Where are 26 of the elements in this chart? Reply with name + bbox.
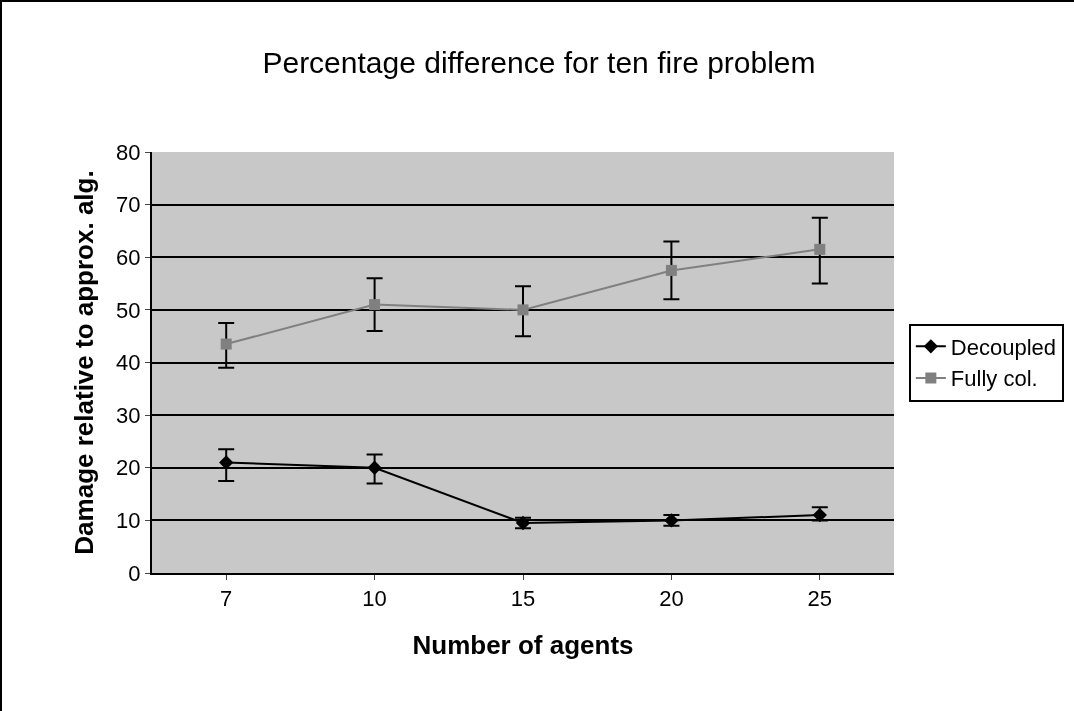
y-tick-label: 0 xyxy=(128,560,141,586)
y-axis-title: Damage relative to approx. alg. xyxy=(69,170,100,555)
point xyxy=(665,264,677,276)
x-tick-label: 20 xyxy=(659,586,684,612)
x-tick-label: 15 xyxy=(510,586,536,612)
x-tick-label: 7 xyxy=(220,586,233,612)
y-tick-label: 80 xyxy=(116,139,141,165)
chart-title: Percentage difference for ten fire problem xyxy=(262,45,816,79)
legend-label: Decoupled xyxy=(950,334,1057,360)
point xyxy=(814,243,826,255)
point xyxy=(220,338,232,350)
point xyxy=(367,460,382,475)
x-tick-label: 10 xyxy=(362,586,387,612)
y-tick-label: 30 xyxy=(116,402,141,428)
y-tick-label: 70 xyxy=(116,192,141,218)
y-tick-label: 60 xyxy=(116,244,141,270)
x-tick-label: 25 xyxy=(807,586,833,612)
x-axis-title: Number of agents xyxy=(412,629,634,660)
point xyxy=(369,299,381,311)
y-tick-label: 40 xyxy=(116,350,141,376)
y-tick-label: 20 xyxy=(116,455,141,481)
y-tick-label: 50 xyxy=(116,297,141,323)
y-tick-label: 10 xyxy=(116,508,141,534)
point xyxy=(517,304,529,316)
legend-label: Fully col. xyxy=(950,366,1038,392)
point xyxy=(219,455,234,470)
